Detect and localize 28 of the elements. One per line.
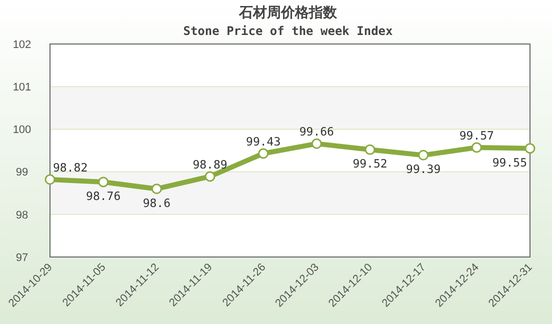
y-tick-label: 101 [12, 81, 32, 94]
data-label: 98.89 [192, 157, 228, 172]
data-label: 99.55 [492, 155, 527, 170]
y-tick-label: 98 [16, 209, 28, 222]
data-label: 99.57 [459, 128, 494, 143]
data-label: 98.6 [142, 196, 171, 210]
point [151, 184, 162, 194]
point [311, 138, 322, 149]
data-label: 98.82 [53, 160, 88, 174]
point [418, 150, 429, 160]
point [471, 142, 482, 153]
data-label: 99.52 [352, 156, 388, 171]
point [44, 174, 56, 185]
point [258, 148, 269, 159]
y-tick-label: 100 [12, 124, 32, 136]
data-label: 99.66 [299, 124, 334, 139]
data-label: 99.39 [406, 162, 441, 176]
data-label: 99.43 [246, 134, 281, 148]
point [98, 176, 109, 188]
y-tick-label: 102 [12, 38, 32, 51]
y-tick-label: 97 [16, 252, 28, 264]
y-tick-label: 99 [16, 166, 28, 179]
point [364, 144, 376, 155]
chart-title: 石材周价格指数 [238, 5, 338, 21]
point [524, 143, 536, 154]
data-label: 98.76 [86, 189, 121, 204]
chart-subtitle: Stone Price of the week Index [183, 24, 393, 38]
point [204, 171, 216, 182]
